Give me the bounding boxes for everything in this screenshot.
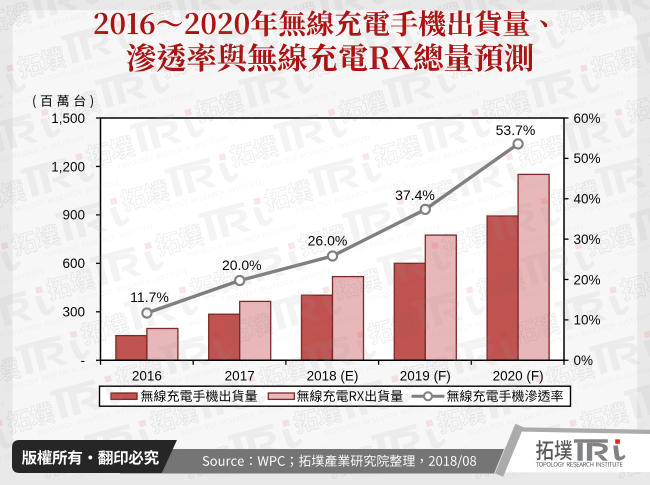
svg-text:26.0%: 26.0% bbox=[308, 233, 348, 249]
svg-text:50%: 50% bbox=[574, 151, 601, 166]
svg-text:53.7%: 53.7% bbox=[496, 122, 536, 138]
svg-text:1,500: 1,500 bbox=[51, 111, 85, 126]
svg-text:600: 600 bbox=[62, 256, 85, 271]
svg-text:-: - bbox=[81, 353, 86, 368]
svg-text:300: 300 bbox=[62, 305, 85, 320]
svg-text:20%: 20% bbox=[574, 272, 601, 287]
svg-text:2017: 2017 bbox=[225, 369, 255, 384]
svg-text:2020 (F): 2020 (F) bbox=[493, 369, 544, 384]
